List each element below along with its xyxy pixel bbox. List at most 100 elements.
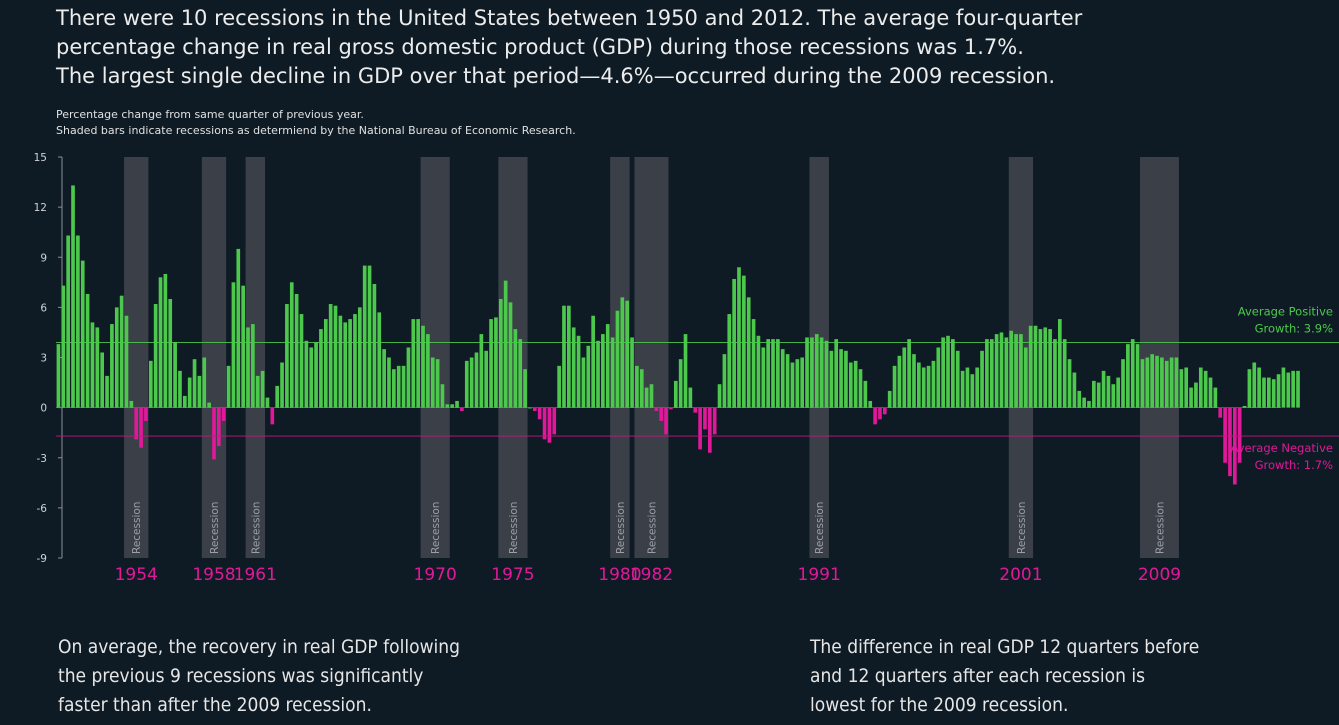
footer-left-line-1: On average, the recovery in real GDP fol… [58,636,460,658]
bar [338,315,343,408]
bar [71,185,75,408]
bar [309,347,314,408]
bar [678,359,683,408]
avg-positive-value-label: Growth: 3.9% [1255,321,1333,335]
bar [1009,330,1014,408]
bar [1140,359,1145,408]
bar [703,407,707,430]
bar [673,380,678,408]
recession-band [498,157,528,558]
bar [1087,400,1091,408]
chart-note-2: Shaded bars indicate recessions as deter… [56,124,576,137]
bar [1106,375,1111,408]
footer-right-line-2: and 12 quarters after each recession is [810,665,1145,687]
recession-year-label: 1975 [491,565,534,585]
recession-band [634,157,669,558]
bar [537,407,542,420]
bar [912,354,916,408]
bar [110,324,114,408]
bar [1116,377,1120,408]
bar [1286,372,1291,408]
chart-note-1: Percentage change from same quarter of p… [56,108,364,121]
bar [513,329,518,408]
bar [357,307,362,408]
bar [707,407,712,453]
bar [333,305,338,408]
recession-label: Recession [814,502,826,554]
bar [1038,329,1043,408]
bar [134,407,139,440]
bar [999,332,1004,408]
bar [635,365,639,408]
bar [1252,362,1257,408]
bar [173,342,177,408]
bar [1267,377,1271,408]
bar [742,275,746,408]
avg-negative-label: Average Negative [1231,441,1334,455]
bar [1023,347,1028,408]
bar [294,294,299,408]
bar [1257,367,1261,408]
recession-label: Recession [1154,502,1166,554]
bar [1033,325,1038,408]
bar [688,387,693,408]
bar [766,339,770,408]
bar [285,304,289,408]
bar [1281,367,1286,408]
bar [518,339,523,408]
bar [1082,397,1086,408]
bar [270,407,275,425]
bar [542,407,547,440]
bar [785,354,790,408]
bar [323,319,328,408]
bar [683,334,688,408]
bar [406,347,411,408]
recession-year-label: 2001 [999,565,1042,585]
bar [289,282,294,408]
bar [212,407,216,460]
bar [1014,334,1018,408]
bar [994,334,999,408]
bar [892,365,897,408]
bar [221,407,226,421]
bar [810,337,814,408]
bar [1048,329,1052,408]
bar [902,347,907,408]
bar [858,369,863,408]
bar [1072,372,1077,408]
bar [1291,370,1295,408]
bar [1198,367,1203,408]
bar [1092,380,1096,408]
bar [834,339,839,408]
bar [105,375,109,408]
bar [1130,339,1135,408]
bar [605,324,610,408]
bar [1262,377,1266,408]
bar [1237,407,1242,463]
bar [1247,369,1252,408]
bar [591,315,595,408]
bar [1296,370,1300,408]
bar [129,400,134,408]
bar [917,362,921,408]
recession-label: Recession [430,502,442,554]
bar [839,349,843,408]
bar [387,357,391,408]
recession-label: Recession [646,502,658,554]
recession-label: Recession [250,502,262,554]
bar [100,352,105,408]
bar [421,325,425,408]
y-tick-label: -9 [37,553,47,565]
bar [255,375,260,408]
bar [1160,357,1164,408]
bar [771,339,775,408]
recession-label: Recession [209,502,221,554]
bar [921,367,926,408]
bar [669,407,673,410]
bar [615,310,620,408]
bar [362,265,367,408]
bar [80,260,85,408]
bar [863,380,868,408]
recession-year-label: 1970 [414,565,457,585]
bar [319,329,323,408]
